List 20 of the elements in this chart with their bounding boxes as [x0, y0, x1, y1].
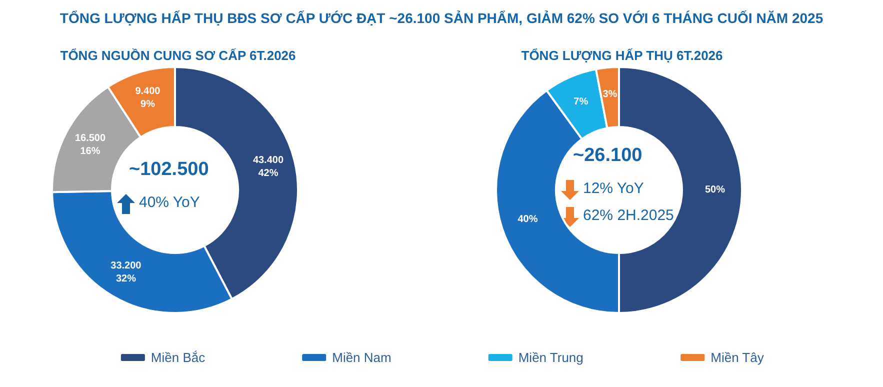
text: ~102.500 [129, 159, 209, 180]
legend-label: Miền Bắc [150, 350, 206, 365]
data-label: 3% [602, 88, 618, 100]
legend-label: Miền Nam [332, 350, 392, 365]
data-label: 9.400 9% [135, 86, 161, 110]
text: TỔNG LƯỢNG HẤP THỤ BĐS SƠ CẤP ƯỚC ĐẠT ~26.100 SẢN PHẨM, GIẢM 62% SO VỚI 6 THÁNG CUỐI NĂM 2025 [60, 10, 824, 26]
data-label: 33.200 32% [110, 260, 142, 285]
text: ~26.100 [573, 145, 642, 166]
text: 12% YoY [583, 180, 644, 197]
data-label: 50% [704, 184, 726, 196]
data-label: 16.500 16% [74, 132, 106, 157]
text: 62% 2H.2025 [583, 207, 674, 224]
legend-label: Miền Trung [518, 350, 584, 365]
data-label: 40% [518, 214, 538, 226]
data-label: 7% [574, 96, 588, 108]
legend-label: Miền Tây [710, 350, 764, 365]
text: 40% YoY [139, 194, 200, 211]
chart-subtitle: TỔNG NGUỒN CUNG SƠ CẤP 6T.2026 [60, 48, 296, 63]
data-label: 43.400 42% [252, 155, 284, 180]
chart-title: TỔNG LƯỢNG HẤP THỤ 6T.2026 [521, 48, 723, 63]
